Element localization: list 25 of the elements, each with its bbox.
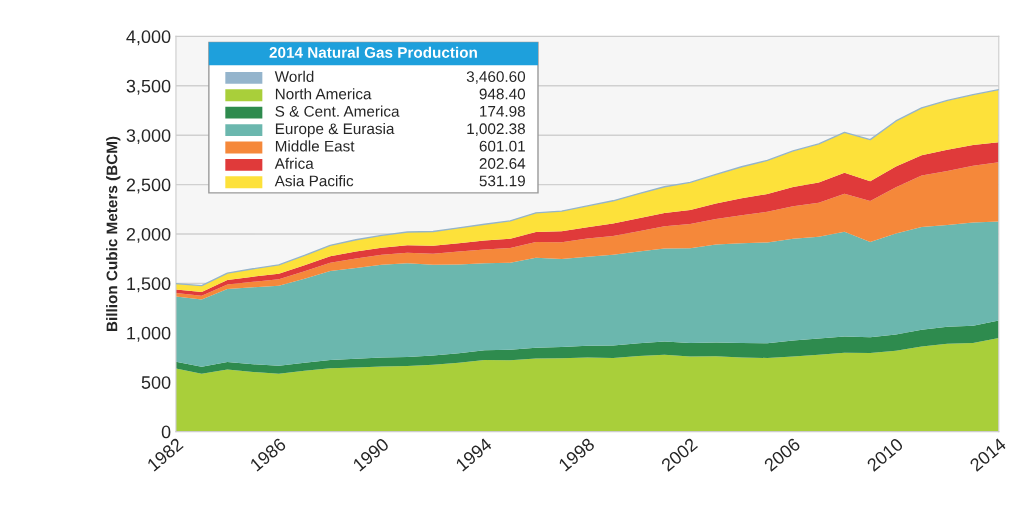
y-tick-label: 0 <box>161 425 171 439</box>
legend-label: S & Cent. America <box>275 105 400 117</box>
y-tick-label: 3,000 <box>126 129 171 145</box>
legend-label: Middle East <box>275 140 355 152</box>
y-axis-title: Billion Cubic Meters (BCM) <box>106 136 121 332</box>
y-tick-label: 1,000 <box>127 326 171 342</box>
y-tick-label: 2,000 <box>126 227 171 243</box>
annotation: 202.64 <box>479 158 526 169</box>
annotation: 531.19 <box>479 175 525 187</box>
annotation: 1,002.38 <box>467 123 525 136</box>
annotation: 174.98 <box>480 105 525 117</box>
legend-label: Europe & Eurasia <box>275 122 395 138</box>
annotation: 948.40 <box>479 88 526 100</box>
legend-label: Africa <box>274 157 314 169</box>
legend-title: 2014 Natural Gas Production <box>269 46 477 58</box>
y-tick-label: 3,500 <box>126 79 171 95</box>
legend-label: Asia Pacific <box>274 175 354 187</box>
legend-label: World <box>274 70 314 82</box>
y-tick-label: 1,500 <box>127 277 171 293</box>
legend-label: North America <box>275 88 372 100</box>
annotation: 601.01 <box>479 140 525 152</box>
y-tick-label: 4,000 <box>126 30 171 46</box>
y-tick-label: 2,500 <box>126 178 171 194</box>
y-tick-label: 500 <box>141 376 171 389</box>
annotation: 3,460.60 <box>466 71 526 84</box>
